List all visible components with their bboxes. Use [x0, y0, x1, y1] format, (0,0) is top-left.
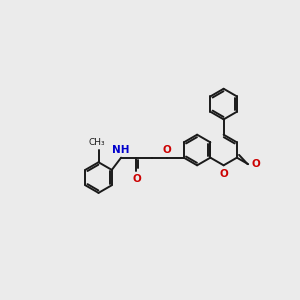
- Text: O: O: [219, 169, 228, 179]
- Text: CH₃: CH₃: [89, 138, 105, 147]
- Text: O: O: [132, 174, 141, 184]
- Text: NH: NH: [112, 145, 130, 155]
- Text: O: O: [163, 145, 171, 155]
- Text: O: O: [251, 159, 260, 169]
